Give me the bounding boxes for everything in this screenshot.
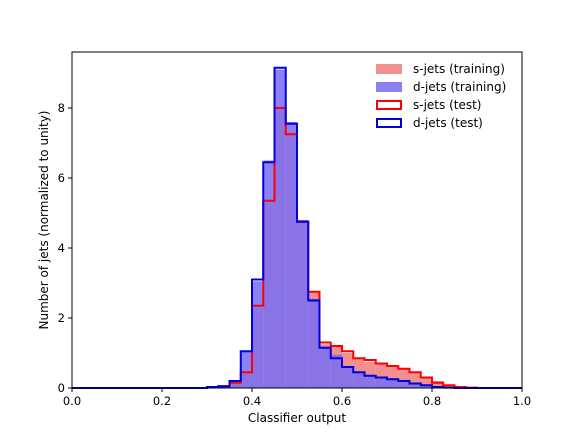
legend-swatch-s-jets-test bbox=[376, 100, 402, 110]
axes-frame bbox=[71, 51, 523, 389]
legend-swatch-s-jets-training bbox=[376, 64, 402, 74]
bar-s-jets-training-31 bbox=[420, 377, 432, 388]
bar-d-jets-training-27 bbox=[375, 377, 387, 388]
legend-label-d-jets-training: d-jets (training) bbox=[413, 80, 506, 94]
bar-d-jets-training-23 bbox=[330, 354, 342, 388]
bar-d-jets-training-29 bbox=[398, 379, 410, 388]
x-tick-label: 1.0 bbox=[513, 394, 531, 408]
bar-d-jets-training-18 bbox=[274, 69, 286, 388]
bar-s-jets-training-33 bbox=[443, 384, 455, 388]
legend-swatch-d-jets-training bbox=[376, 82, 402, 92]
y-tick-label: 8 bbox=[58, 101, 65, 115]
bar-s-jets-training-32 bbox=[432, 381, 444, 388]
bar-d-jets-training-30 bbox=[409, 382, 421, 388]
legend-label-d-jets-test: d-jets (test) bbox=[413, 116, 483, 130]
y-axis-label: Number of jets (normalized to unity) bbox=[37, 111, 51, 330]
plot-frame bbox=[71, 51, 523, 389]
y-tick-label: 6 bbox=[58, 171, 65, 185]
bar-d-jets-training-21 bbox=[308, 298, 320, 388]
legend-swatch-d-jets-test bbox=[376, 118, 402, 128]
bar-d-jets-training-15 bbox=[240, 351, 252, 388]
x-tick-label: 0.2 bbox=[153, 394, 171, 408]
series-d-jets-training bbox=[207, 69, 455, 388]
x-tick-label: 0.0 bbox=[63, 394, 81, 408]
y-tick-label: 4 bbox=[58, 241, 65, 255]
bar-d-jets-training-14 bbox=[229, 382, 241, 388]
bar-d-jets-training-28 bbox=[387, 378, 399, 388]
x-tick-label: 0.8 bbox=[423, 394, 441, 408]
x-axis-label: Classifier output bbox=[248, 411, 346, 425]
bar-s-jets-training-27 bbox=[375, 364, 387, 388]
y-tick-label: 0 bbox=[58, 381, 65, 395]
x-tick-label: 0.6 bbox=[333, 394, 351, 408]
bar-d-jets-training-19 bbox=[285, 122, 297, 388]
bar-s-jets-training-29 bbox=[398, 368, 410, 388]
legend: s-jets (training) d-jets (training) s-jets… bbox=[376, 62, 506, 130]
x-ticks: 0.0 0.2 0.4 0.6 0.8 1.0 bbox=[63, 388, 531, 408]
legend-label-s-jets-training: s-jets (training) bbox=[413, 62, 505, 76]
bar-d-jets-training-26 bbox=[364, 375, 376, 388]
x-tick-label: 0.4 bbox=[243, 394, 261, 408]
bar-d-jets-training-22 bbox=[319, 347, 331, 388]
bar-d-jets-training-31 bbox=[420, 385, 432, 388]
y-ticks: 0 2 4 6 8 bbox=[58, 101, 72, 395]
legend-label-s-jets-test: s-jets (test) bbox=[413, 98, 481, 112]
bar-d-jets-training-17 bbox=[263, 160, 275, 388]
bar-d-jets-training-20 bbox=[297, 220, 309, 388]
bar-d-jets-training-24 bbox=[342, 367, 354, 388]
bar-d-jets-training-16 bbox=[252, 281, 264, 388]
training-fills bbox=[207, 69, 477, 388]
y-tick-label: 2 bbox=[58, 311, 65, 325]
bar-d-jets-training-25 bbox=[353, 372, 365, 388]
bar-s-jets-training-30 bbox=[409, 372, 421, 388]
bar-s-jets-training-28 bbox=[387, 367, 399, 388]
